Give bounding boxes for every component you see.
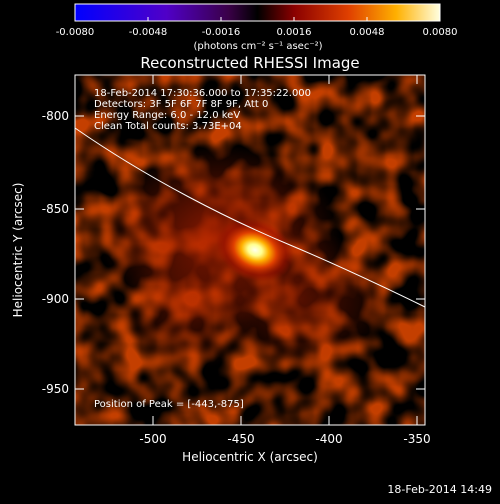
y-tick-label: -800 bbox=[42, 109, 69, 123]
colorbar bbox=[74, 3, 441, 22]
x-tick-label: -400 bbox=[315, 432, 342, 446]
x-tick-label: -350 bbox=[403, 432, 430, 446]
flare-source bbox=[216, 218, 294, 282]
x-tick-label: -450 bbox=[227, 432, 254, 446]
colorbar-tick-label: -0.0080 bbox=[56, 27, 95, 38]
info-energy-range: Energy Range: 6.0 - 12.0 keV bbox=[94, 110, 240, 121]
y-axis-label: Heliocentric Y (arcsec) bbox=[11, 183, 25, 318]
x-axis-ticks bbox=[152, 75, 418, 425]
colorbar-tick-label: -0.0048 bbox=[129, 27, 168, 38]
solar-limb bbox=[74, 127, 426, 308]
y-tick-label: -950 bbox=[42, 382, 69, 396]
x-axis-label: Heliocentric X (arcsec) bbox=[182, 450, 318, 464]
info-method-counts: Clean Total counts: 3.73E+04 bbox=[94, 121, 242, 132]
colorbar-tick-label: 0.0048 bbox=[350, 27, 385, 38]
colorbar-tick-label: -0.0016 bbox=[202, 27, 241, 38]
y-axis-ticks bbox=[75, 115, 425, 390]
x-tick-label: -500 bbox=[139, 432, 166, 446]
plot-timestamp: 18-Feb-2014 14:49 bbox=[387, 483, 492, 496]
info-time-range: 18-Feb-2014 17:30:36.000 to 17:35:22.000 bbox=[94, 88, 311, 99]
reconstructed-image bbox=[75, 75, 425, 425]
y-tick-label: -900 bbox=[42, 292, 69, 306]
plot-frame bbox=[74, 74, 426, 426]
colorbar-unit-label: (photons cm⁻² s⁻¹ asec⁻²) bbox=[193, 41, 322, 52]
image-title: Reconstructed RHESSI Image bbox=[140, 54, 359, 72]
colorbar-ticks bbox=[74, 17, 441, 21]
y-tick-label: -850 bbox=[42, 202, 69, 216]
peak-position-label: Position of Peak = [-443,-875] bbox=[94, 399, 244, 410]
colorbar-tick-label: 0.0016 bbox=[277, 27, 312, 38]
info-detectors: Detectors: 3F 5F 6F 7F 8F 9F, Att 0 bbox=[94, 99, 268, 110]
colorbar-tick-label: 0.0080 bbox=[423, 27, 458, 38]
